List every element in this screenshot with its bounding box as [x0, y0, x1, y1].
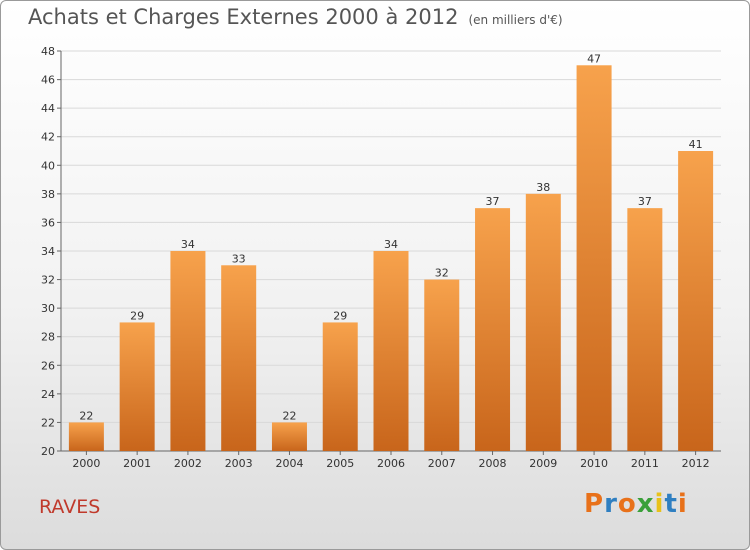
x-tick-label: 2004 [275, 457, 303, 470]
bar [68, 422, 104, 451]
x-tick-label: 2011 [631, 457, 659, 470]
title-row: Achats et Charges Externes 2000 à 2012 (e… [28, 5, 563, 29]
y-tick-label: 40 [41, 159, 55, 172]
logo-letter: t [664, 489, 678, 519]
y-tick-label: 28 [41, 331, 55, 344]
logo-letter: x [636, 489, 655, 519]
commune-name: RAVES [39, 496, 101, 518]
bar-value-label: 38 [536, 181, 550, 194]
y-tick-label: 22 [41, 416, 55, 429]
y-tick-label: 20 [41, 445, 55, 458]
bar-value-label: 29 [130, 309, 144, 322]
bar-value-label: 34 [181, 238, 195, 251]
x-tick-label: 2009 [529, 457, 557, 470]
bar-value-label: 37 [486, 195, 500, 208]
x-tick-label: 2001 [123, 457, 151, 470]
y-tick-label: 42 [41, 131, 55, 144]
bar [322, 322, 358, 451]
bar [678, 151, 714, 451]
bar-value-label: 47 [587, 52, 601, 65]
bar [221, 265, 257, 451]
logo-letter: i [654, 489, 665, 519]
bar-value-label: 32 [435, 267, 449, 280]
bar-value-label: 34 [384, 238, 398, 251]
chart-subtitle: (en milliers d'€) [468, 13, 563, 27]
y-tick-label: 44 [41, 102, 55, 115]
bar-value-label: 33 [232, 252, 246, 265]
y-tick-label: 48 [41, 45, 55, 58]
x-tick-label: 2012 [682, 457, 710, 470]
x-tick-label: 2002 [174, 457, 202, 470]
bar-value-label: 29 [333, 309, 347, 322]
x-tick-label: 2010 [580, 457, 608, 470]
bar [271, 422, 307, 451]
x-tick-label: 2008 [479, 457, 507, 470]
bar [424, 279, 460, 451]
logo-letter: P [584, 489, 605, 519]
bar [373, 251, 409, 451]
bar [525, 193, 561, 451]
y-tick-label: 24 [41, 388, 55, 401]
x-tick-label: 2000 [72, 457, 100, 470]
logo-letter: i [677, 489, 688, 519]
bar-value-label: 22 [79, 409, 93, 422]
y-tick-label: 26 [41, 359, 55, 372]
chart-title: Achats et Charges Externes 2000 à 2012 [28, 5, 459, 29]
logo-letter: r [604, 489, 618, 519]
y-tick-label: 46 [41, 74, 55, 87]
bar [627, 208, 663, 451]
x-tick-label: 2003 [225, 457, 253, 470]
bar [119, 322, 155, 451]
x-tick-label: 2007 [428, 457, 456, 470]
y-tick-label: 34 [41, 245, 55, 258]
y-tick-label: 38 [41, 188, 55, 201]
proxiti-logo: Proxiti [584, 489, 688, 519]
bar-value-label: 37 [638, 195, 652, 208]
logo-letter: o [617, 489, 637, 519]
bar-value-label: 22 [282, 409, 296, 422]
bar [576, 65, 612, 452]
bar [475, 208, 511, 451]
y-tick-label: 32 [41, 274, 55, 287]
bar [170, 251, 206, 451]
bar-value-label: 41 [689, 138, 703, 151]
x-tick-label: 2006 [377, 457, 405, 470]
y-tick-label: 30 [41, 302, 55, 315]
x-tick-label: 2005 [326, 457, 354, 470]
y-tick-label: 36 [41, 216, 55, 229]
